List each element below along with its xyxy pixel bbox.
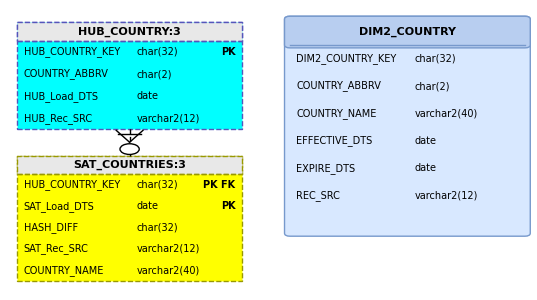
Text: PK FK: PK FK [203,180,235,190]
FancyBboxPatch shape [17,22,242,41]
Text: char(32): char(32) [136,47,178,57]
Text: char(2): char(2) [136,69,172,79]
Text: date: date [415,163,437,173]
Text: SAT_Load_DTS: SAT_Load_DTS [24,201,95,212]
Text: varchar2(12): varchar2(12) [136,113,200,123]
FancyBboxPatch shape [17,156,242,174]
Text: char(32): char(32) [136,222,178,233]
Text: HUB_COUNTRY:3: HUB_COUNTRY:3 [78,26,181,37]
Text: COUNTRY_ABBRV: COUNTRY_ABBRV [296,81,381,92]
Text: varchar2(12): varchar2(12) [415,191,478,201]
Text: HUB_Rec_SRC: HUB_Rec_SRC [24,113,92,124]
Text: HUB_Load_DTS: HUB_Load_DTS [24,91,98,101]
Text: char(32): char(32) [136,180,178,190]
Text: char(32): char(32) [415,54,456,64]
Text: COUNTRY_NAME: COUNTRY_NAME [24,265,104,276]
Text: EXPIRE_DTS: EXPIRE_DTS [296,163,355,174]
Text: HASH_DIFF: HASH_DIFF [24,222,78,233]
FancyBboxPatch shape [285,16,530,236]
Text: DIM2_COUNTRY: DIM2_COUNTRY [359,27,456,37]
FancyBboxPatch shape [17,22,242,129]
Text: REC_SRC: REC_SRC [296,190,340,201]
Text: varchar2(12): varchar2(12) [136,244,200,254]
Text: PK: PK [221,201,235,211]
Text: SAT_Rec_SRC: SAT_Rec_SRC [24,243,89,254]
Text: EFFECTIVE_DTS: EFFECTIVE_DTS [296,135,373,146]
FancyBboxPatch shape [17,156,242,281]
Text: varchar2(40): varchar2(40) [415,109,478,118]
Text: char(2): char(2) [415,81,450,91]
Text: date: date [136,201,158,211]
Text: COUNTRY_ABBRV: COUNTRY_ABBRV [24,69,108,80]
Text: date: date [136,91,158,101]
Text: HUB_COUNTRY_KEY: HUB_COUNTRY_KEY [24,179,120,190]
FancyBboxPatch shape [285,16,530,48]
Text: COUNTRY_NAME: COUNTRY_NAME [296,108,376,119]
Text: HUB_COUNTRY_KEY: HUB_COUNTRY_KEY [24,46,120,57]
Circle shape [120,144,139,154]
Text: PK: PK [221,47,235,57]
Text: varchar2(40): varchar2(40) [136,265,200,275]
Text: DIM2_COUNTRY_KEY: DIM2_COUNTRY_KEY [296,53,396,64]
Text: date: date [415,136,437,146]
Text: SAT_COUNTRIES:3: SAT_COUNTRIES:3 [73,160,186,170]
